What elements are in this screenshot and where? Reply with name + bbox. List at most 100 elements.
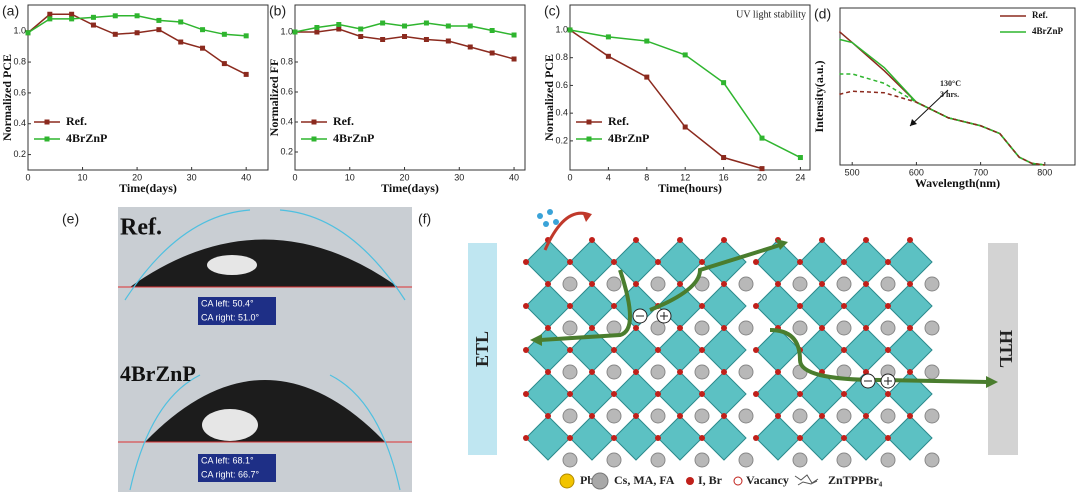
cation xyxy=(650,276,666,292)
halide xyxy=(885,435,891,441)
halide xyxy=(611,347,617,353)
x-axis-label: Time(days) xyxy=(381,181,439,195)
x-tick-label: 0 xyxy=(567,172,572,182)
data-point xyxy=(467,44,473,50)
cation xyxy=(694,320,710,336)
halide xyxy=(611,259,617,265)
cation xyxy=(880,452,896,468)
halide xyxy=(545,281,551,287)
x-tick-label: 12 xyxy=(680,172,690,182)
plot-frame xyxy=(27,4,269,171)
cation xyxy=(792,408,808,424)
y-tick-label: 0.8 xyxy=(280,56,293,66)
data-point xyxy=(644,38,650,44)
octahedron xyxy=(525,371,571,417)
halide xyxy=(841,435,847,441)
halide xyxy=(633,325,639,331)
data-point xyxy=(759,135,765,141)
y-tick-label: 0.6 xyxy=(280,86,293,96)
cation xyxy=(880,276,896,292)
halide xyxy=(633,369,639,375)
halide xyxy=(721,369,727,375)
octahedron xyxy=(799,283,845,329)
halide xyxy=(699,259,705,265)
data-point xyxy=(90,14,96,20)
etl-label: ETL xyxy=(472,331,492,367)
data-point xyxy=(682,124,688,130)
data-point xyxy=(644,74,650,80)
y-tick-label: 1.0 xyxy=(555,24,568,34)
legend-marker xyxy=(586,119,592,125)
data-point xyxy=(358,26,364,32)
data-point xyxy=(380,20,386,26)
x-tick-label: 700 xyxy=(973,167,988,177)
halide xyxy=(775,413,781,419)
x-tick-label: 8 xyxy=(644,172,649,182)
etl-layer xyxy=(468,243,497,455)
cation xyxy=(738,364,754,380)
octahedron xyxy=(799,327,845,373)
octahedron xyxy=(755,283,801,329)
plot-frame xyxy=(294,4,526,171)
cation xyxy=(836,276,852,292)
halide xyxy=(841,303,847,309)
cation xyxy=(924,452,940,468)
legend-marker xyxy=(311,119,317,125)
halide xyxy=(907,237,913,243)
y-tick-label: 0.2 xyxy=(555,135,568,145)
halide xyxy=(567,303,573,309)
ca-left: CA left: 68.1° xyxy=(201,455,254,465)
halide xyxy=(907,325,913,331)
halide xyxy=(523,435,529,441)
legend-label: ZnTPPBr₄ xyxy=(828,473,883,487)
y-tick-label: 0.6 xyxy=(555,80,568,90)
x-tick-label: 16 xyxy=(719,172,729,182)
ca-right: CA right: 51.0° xyxy=(201,312,260,322)
halide xyxy=(721,281,727,287)
cation xyxy=(738,408,754,424)
cation xyxy=(650,452,666,468)
x-tick-label: 0 xyxy=(292,172,297,182)
arrow-head xyxy=(530,334,542,346)
series-line xyxy=(27,13,247,76)
data-point xyxy=(489,28,495,33)
data-point xyxy=(314,25,320,30)
htl-label: HTL xyxy=(996,330,1016,368)
legend-marker xyxy=(586,136,592,142)
octahedron xyxy=(701,371,747,417)
halide xyxy=(797,259,803,265)
octahedron xyxy=(525,327,571,373)
legend-label: Ref. xyxy=(66,114,87,128)
y-tick-label: 0.8 xyxy=(555,52,568,62)
sample-name: 4BrZnP xyxy=(120,361,196,386)
ca-right: CA right: 66.7° xyxy=(201,469,260,479)
cation xyxy=(792,276,808,292)
halide xyxy=(753,435,759,441)
fit-curve xyxy=(129,374,401,491)
series-line xyxy=(569,29,763,170)
data-point xyxy=(605,34,611,40)
cation xyxy=(924,320,940,336)
legend-label: 4BrZnP xyxy=(66,131,107,145)
halide xyxy=(699,347,705,353)
cation xyxy=(880,408,896,424)
halide xyxy=(589,369,595,375)
panel-label: (f) xyxy=(418,211,431,227)
halide xyxy=(699,391,705,397)
halide xyxy=(753,303,759,309)
halide xyxy=(523,391,529,397)
ca-box xyxy=(198,454,276,482)
cation xyxy=(606,408,622,424)
cation xyxy=(738,320,754,336)
annotation: 130°C xyxy=(940,79,961,88)
octahedron xyxy=(657,371,703,417)
halide xyxy=(753,391,759,397)
cation xyxy=(562,276,578,292)
series-line xyxy=(839,90,1045,166)
y-tick-label: 0.2 xyxy=(280,146,293,156)
water-drop xyxy=(547,209,553,215)
octahedron xyxy=(657,327,703,373)
data-point xyxy=(221,31,227,37)
halide xyxy=(523,259,529,265)
data-point xyxy=(567,27,573,33)
